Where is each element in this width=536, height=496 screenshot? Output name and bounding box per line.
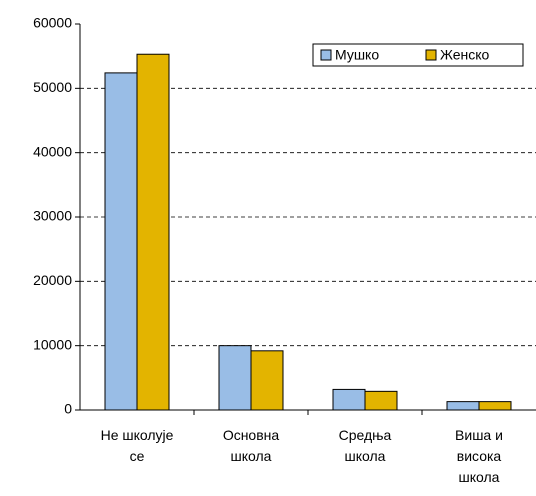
bar — [104, 72, 138, 411]
x-tick-label: Основна школа — [223, 427, 280, 464]
bar — [478, 401, 512, 411]
y-tick-label: 40000 — [33, 143, 72, 159]
legend-swatch — [320, 49, 332, 61]
bar — [332, 388, 366, 411]
y-tick-label: 50000 — [33, 79, 72, 95]
x-tick-label: Не школује се — [101, 427, 174, 464]
y-tick-label: 30000 — [33, 208, 72, 224]
bar — [250, 350, 284, 411]
y-tick-label: 60000 — [33, 15, 72, 31]
y-tick-label: 10000 — [33, 336, 72, 352]
x-tick-label: Средња школа — [339, 427, 392, 464]
y-tick-label: 20000 — [33, 272, 72, 288]
x-tick-label: Виша и висока школа — [455, 427, 503, 485]
legend-label: Мушко — [335, 47, 379, 63]
bar — [136, 53, 170, 411]
legend-swatch — [425, 49, 437, 61]
legend-box — [312, 43, 524, 67]
y-tick-label: 0 — [64, 401, 72, 417]
bar — [218, 345, 252, 411]
bar — [446, 401, 480, 411]
bar — [364, 390, 398, 411]
legend-label: Женско — [440, 47, 490, 63]
